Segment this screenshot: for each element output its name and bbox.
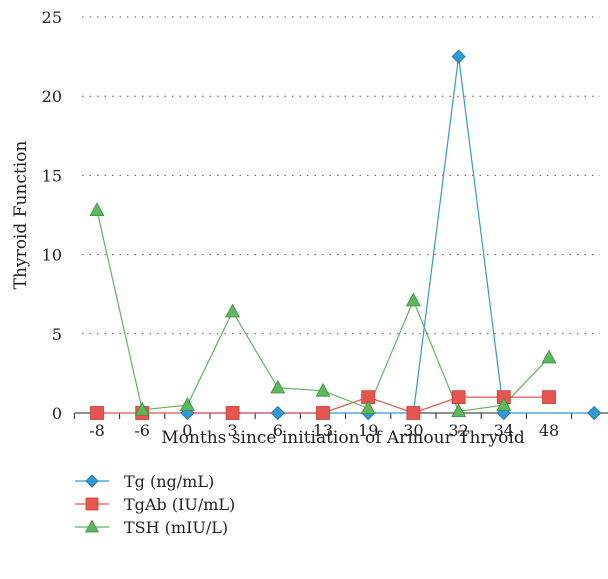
data-point bbox=[406, 406, 421, 420]
x-tick-label: 32 bbox=[448, 421, 468, 440]
y-tick-label: 15 bbox=[42, 166, 62, 185]
legend-label: Tg (ng/mL) bbox=[124, 472, 214, 491]
data-point bbox=[542, 390, 556, 405]
data-point bbox=[225, 406, 240, 420]
x-tick-label: -6 bbox=[134, 421, 150, 440]
data-point bbox=[179, 397, 195, 411]
series-line-3 bbox=[96, 210, 550, 413]
x-tick-label: 19 bbox=[358, 421, 378, 440]
y-tick-label: 20 bbox=[42, 87, 62, 106]
data-point bbox=[496, 397, 512, 411]
series-line-1 bbox=[187, 56, 595, 414]
y-tick-label: 0 bbox=[52, 404, 62, 423]
legend-marker bbox=[85, 474, 99, 488]
x-tick-label: 13 bbox=[313, 421, 333, 440]
x-tick-label: 48 bbox=[539, 421, 559, 440]
legend-label: TSH (mIU/L) bbox=[124, 518, 228, 537]
axes: 0 5 10 15 20 25 -8 -6 0 3 6 13 19 30 32 34 48 bbox=[42, 8, 608, 440]
data-point bbox=[451, 403, 467, 418]
x-tick-label: 6 bbox=[273, 421, 283, 440]
y-tick-label: 10 bbox=[42, 246, 62, 265]
data-point bbox=[134, 401, 150, 416]
data-point bbox=[90, 406, 104, 420]
legend-label: TgAb (IU/mL) bbox=[124, 495, 235, 514]
y-tick-label: 5 bbox=[52, 325, 62, 344]
data-point bbox=[541, 349, 557, 364]
data-point bbox=[225, 303, 241, 318]
data-point bbox=[270, 405, 285, 421]
data-point bbox=[451, 390, 466, 405]
x-tick-label: 3 bbox=[228, 421, 238, 440]
data-point bbox=[316, 406, 330, 420]
data-point bbox=[89, 202, 105, 217]
x-tick-label: 30 bbox=[403, 421, 423, 440]
legend-marker bbox=[85, 519, 99, 533]
x-tick-label: -8 bbox=[89, 421, 105, 440]
legend: Tg (ng/mL) TgAb (IU/mL) TSH (mIU/L) bbox=[75, 472, 235, 537]
data-point bbox=[360, 400, 376, 415]
x-tick-label: 34 bbox=[494, 421, 514, 440]
gridlines bbox=[82, 16, 600, 335]
x-tick-label: 0 bbox=[182, 421, 192, 440]
series bbox=[96, 56, 595, 414]
data-point bbox=[451, 49, 466, 64]
markers bbox=[89, 49, 602, 421]
y-axis-title: Thyroid Function bbox=[11, 141, 31, 290]
y-tick-label: 25 bbox=[42, 8, 62, 27]
legend-marker bbox=[85, 497, 99, 511]
data-point bbox=[587, 405, 602, 421]
data-point bbox=[405, 292, 421, 307]
data-point bbox=[270, 379, 286, 394]
x-axis-title: Months since initiation of Armour Thryoi… bbox=[161, 428, 525, 448]
data-point bbox=[315, 382, 331, 397]
